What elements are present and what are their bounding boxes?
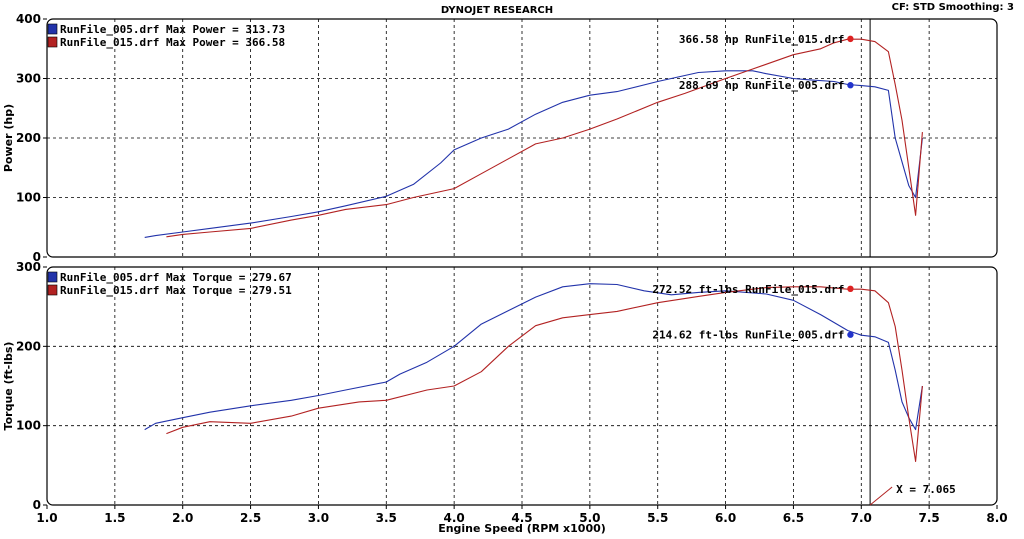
x-tick-label: 6.0 — [715, 511, 736, 525]
x-tick-label: 1.0 — [36, 511, 57, 525]
y-tick-label: 300 — [16, 260, 41, 274]
x-tick-label: 2.5 — [240, 511, 261, 525]
legend-label: RunFile_005.drf Max Torque = 279.67 — [60, 271, 292, 284]
y-tick-label: 100 — [16, 191, 41, 205]
x-tick-label: 7.5 — [919, 511, 940, 525]
x-tick-label: 1.5 — [104, 511, 125, 525]
cursor-readout-leader — [869, 486, 893, 506]
annotation-label: 366.58 hp RunFile_015.drf — [679, 33, 845, 46]
y-tick-label: 200 — [16, 339, 41, 353]
y-tick-label: 100 — [16, 419, 41, 433]
x-tick-label: 7.0 — [851, 511, 872, 525]
annotation-label: 214.62 ft-lbs RunFile_005.drf — [652, 329, 844, 342]
annotation-marker — [847, 331, 854, 338]
series-line-runfile-005-drf — [144, 283, 923, 431]
legend-label: RunFile_005.drf Max Power = 313.73 — [60, 23, 285, 36]
series-line-runfile-015-drf — [166, 38, 923, 238]
legend-label: RunFile_015.drf Max Power = 366.58 — [60, 36, 285, 49]
panel-power: 0 100 200 300 400 Power (hp) 366.58 hp RunFile… — [2, 12, 998, 264]
chart-header-title: DYNOJET RESEARCH — [441, 5, 553, 16]
x-tick-label: 5.0 — [579, 511, 600, 525]
legend-label: RunFile_015.drf Max Torque = 279.51 — [60, 284, 292, 297]
y-tick-label: 300 — [16, 72, 41, 86]
y-axis-label: Torque (ft-lbs) — [2, 342, 15, 431]
cursor-readout-label: X = 7.065 — [896, 483, 956, 496]
y-axis-label: Power (hp) — [2, 104, 15, 172]
legend-swatch — [47, 23, 58, 35]
chart-header-settings: CF: STD Smoothing: 3 — [892, 2, 1014, 13]
y-tick-label: 0 — [33, 498, 41, 512]
y-tick-label: 0 — [33, 250, 41, 264]
x-tick-label: 3.0 — [308, 511, 329, 525]
x-tick-label: 5.5 — [647, 511, 668, 525]
annotation-marker — [847, 285, 854, 293]
x-tick-label: 6.5 — [783, 511, 804, 525]
legend-swatch — [47, 271, 58, 283]
plot-area — [46, 266, 998, 506]
x-tick-label: 2.0 — [172, 511, 193, 525]
x-tick-label: 8.0 — [986, 511, 1007, 525]
x-tick-label: 4.5 — [511, 511, 532, 525]
series-line-runfile-015-drf — [166, 286, 923, 462]
annotation-marker — [847, 82, 854, 89]
annotation-label: 272.52 ft-lbs RunFile_015.drf — [652, 283, 844, 296]
legend-swatch — [47, 284, 58, 296]
annotation-marker — [847, 35, 854, 43]
legend-swatch — [47, 36, 58, 48]
x-tick-label: 4.0 — [444, 511, 465, 525]
y-tick-label: 400 — [16, 12, 41, 26]
panel-torque: 0 100 200 300 Torque (ft-lbs) 272.52 ft-lbs R… — [2, 260, 998, 512]
y-tick-label: 200 — [16, 131, 41, 145]
x-tick-label: 3.5 — [376, 511, 397, 525]
series-line-runfile-005-drf — [144, 70, 923, 238]
x-axis-label: Engine Speed (RPM x1000) — [438, 522, 606, 535]
annotation-label: 288.69 hp RunFile_005.drf — [679, 79, 845, 92]
